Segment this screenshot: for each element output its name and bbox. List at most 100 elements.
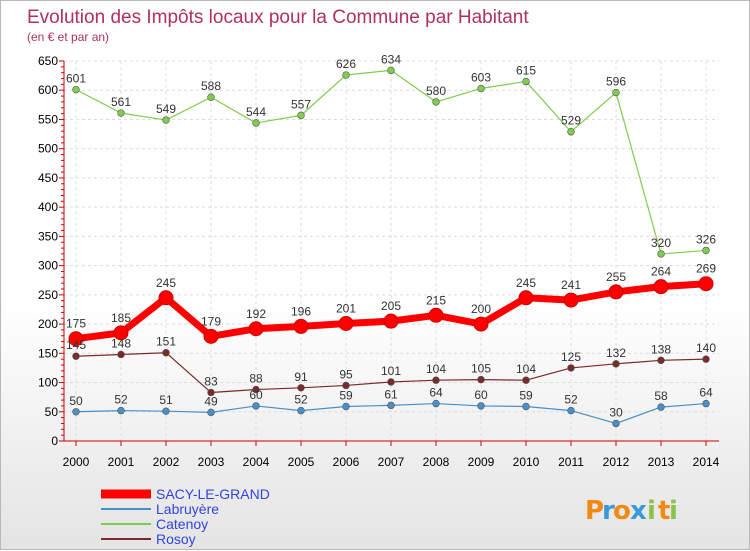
data-label-rosoy: 104 <box>426 362 446 376</box>
data-label-rosoy: 95 <box>339 367 353 381</box>
data-label-rosoy: 83 <box>204 374 218 388</box>
x-tick-label: 2012 <box>603 455 630 469</box>
data-point-catenoy <box>252 119 260 127</box>
x-tick-label: 2003 <box>198 455 225 469</box>
logo-letter: r <box>602 496 615 526</box>
x-tick-label: 2001 <box>108 455 135 469</box>
data-label-sacy-le-grand: 179 <box>201 314 221 328</box>
data-point-labruyere <box>297 406 305 415</box>
logo-letter: o <box>613 496 631 526</box>
data-point-sacy-le-grand <box>113 325 129 341</box>
data-label-rosoy: 104 <box>516 362 536 376</box>
data-label-sacy-le-grand: 264 <box>651 265 671 279</box>
data-label-catenoy: 580 <box>426 84 446 98</box>
data-label-sacy-le-grand: 185 <box>111 311 131 325</box>
data-point-labruyere <box>342 402 350 411</box>
data-label-labruyere: 49 <box>204 394 218 408</box>
y-tick-label: 550 <box>38 112 58 126</box>
data-label-sacy-le-grand: 192 <box>246 307 266 321</box>
data-label-rosoy: 145 <box>66 338 86 352</box>
data-point-sacy-le-grand <box>203 328 219 344</box>
data-label-rosoy: 138 <box>651 342 671 356</box>
logo-letter: i <box>669 496 678 526</box>
data-label-sacy-le-grand: 200 <box>471 302 491 316</box>
y-tick-label: 100 <box>38 376 58 390</box>
data-label-catenoy: 544 <box>246 105 266 119</box>
proxiti-logo: Pro x i ti <box>585 496 678 526</box>
data-point-catenoy <box>657 250 665 258</box>
data-point-catenoy <box>342 71 350 79</box>
data-label-sacy-le-grand: 245 <box>516 276 536 290</box>
data-point-rosoy <box>387 378 395 386</box>
data-point-rosoy <box>342 381 350 390</box>
x-tick-label: 2004 <box>243 455 270 469</box>
legend-label-rosoy: Rosoy <box>156 531 196 547</box>
data-point-sacy-le-grand <box>563 292 579 308</box>
data-point-sacy-le-grand <box>248 321 264 337</box>
data-label-rosoy: 140 <box>696 341 716 355</box>
y-tick-label: 250 <box>38 288 58 302</box>
data-label-catenoy: 615 <box>516 63 536 77</box>
data-label-rosoy: 101 <box>381 364 401 378</box>
data-point-catenoy <box>72 85 80 94</box>
logo-letter: P <box>585 496 604 526</box>
data-point-rosoy <box>72 352 80 360</box>
data-point-sacy-le-grand <box>698 276 714 292</box>
data-point-catenoy <box>297 111 305 120</box>
data-label-catenoy: 549 <box>156 102 176 116</box>
data-label-rosoy: 151 <box>156 335 176 349</box>
data-point-sacy-le-grand <box>653 279 669 295</box>
data-point-labruyere <box>657 403 665 411</box>
x-tick-label: 2013 <box>648 455 675 469</box>
data-label-catenoy: 326 <box>696 232 716 246</box>
data-point-rosoy <box>477 375 485 384</box>
y-tick-label: 300 <box>38 259 58 273</box>
series-group <box>68 66 714 428</box>
data-label-rosoy: 105 <box>471 362 491 376</box>
legend-label-labruyere: Labruyère <box>156 501 219 517</box>
data-point-rosoy <box>522 376 530 384</box>
data-label-labruyere: 61 <box>384 387 398 401</box>
data-label-sacy-le-grand: 196 <box>291 304 311 318</box>
data-point-labruyere <box>522 402 530 411</box>
data-point-catenoy <box>567 128 575 136</box>
y-tick-label: 150 <box>38 346 58 360</box>
axes: 0501001502002503003504004505005506006502… <box>38 54 720 469</box>
data-point-labruyere <box>387 401 395 410</box>
data-label-rosoy: 91 <box>294 370 308 384</box>
data-point-rosoy <box>297 384 305 392</box>
data-point-rosoy <box>117 350 125 359</box>
data-label-sacy-le-grand: 269 <box>696 262 716 276</box>
data-point-rosoy <box>432 376 440 384</box>
data-label-sacy-le-grand: 201 <box>336 301 356 315</box>
data-point-labruyere <box>702 399 710 408</box>
data-point-catenoy <box>522 77 530 86</box>
data-label-labruyere: 64 <box>429 386 443 400</box>
data-label-labruyere: 59 <box>339 389 353 403</box>
data-label-rosoy: 132 <box>606 346 626 360</box>
data-point-catenoy <box>612 88 620 97</box>
data-label-catenoy: 603 <box>471 70 491 84</box>
logo-letter: t <box>658 496 670 526</box>
data-point-sacy-le-grand <box>158 290 174 306</box>
data-point-catenoy <box>117 109 125 117</box>
data-point-sacy-le-grand <box>518 290 534 306</box>
y-tick-label: 0 <box>51 434 58 448</box>
data-label-labruyere: 52 <box>564 393 578 407</box>
data-label-sacy-le-grand: 255 <box>606 270 626 284</box>
data-point-sacy-le-grand <box>338 315 354 331</box>
x-tick-label: 2007 <box>378 455 405 469</box>
data-point-rosoy <box>612 360 620 368</box>
x-tick-label: 2006 <box>333 455 360 469</box>
x-tick-label: 2005 <box>288 455 315 469</box>
data-label-labruyere: 59 <box>519 389 533 403</box>
x-tick-label: 2010 <box>513 455 540 469</box>
data-label-catenoy: 529 <box>561 114 581 128</box>
data-label-sacy-le-grand: 175 <box>66 317 86 331</box>
data-label-labruyere: 52 <box>114 393 128 407</box>
data-point-rosoy <box>162 349 170 357</box>
data-label-catenoy: 557 <box>291 97 311 111</box>
data-labels: 601 561 549 588 544 557 626 634 580 603 615 529 596 3… <box>66 52 716 419</box>
